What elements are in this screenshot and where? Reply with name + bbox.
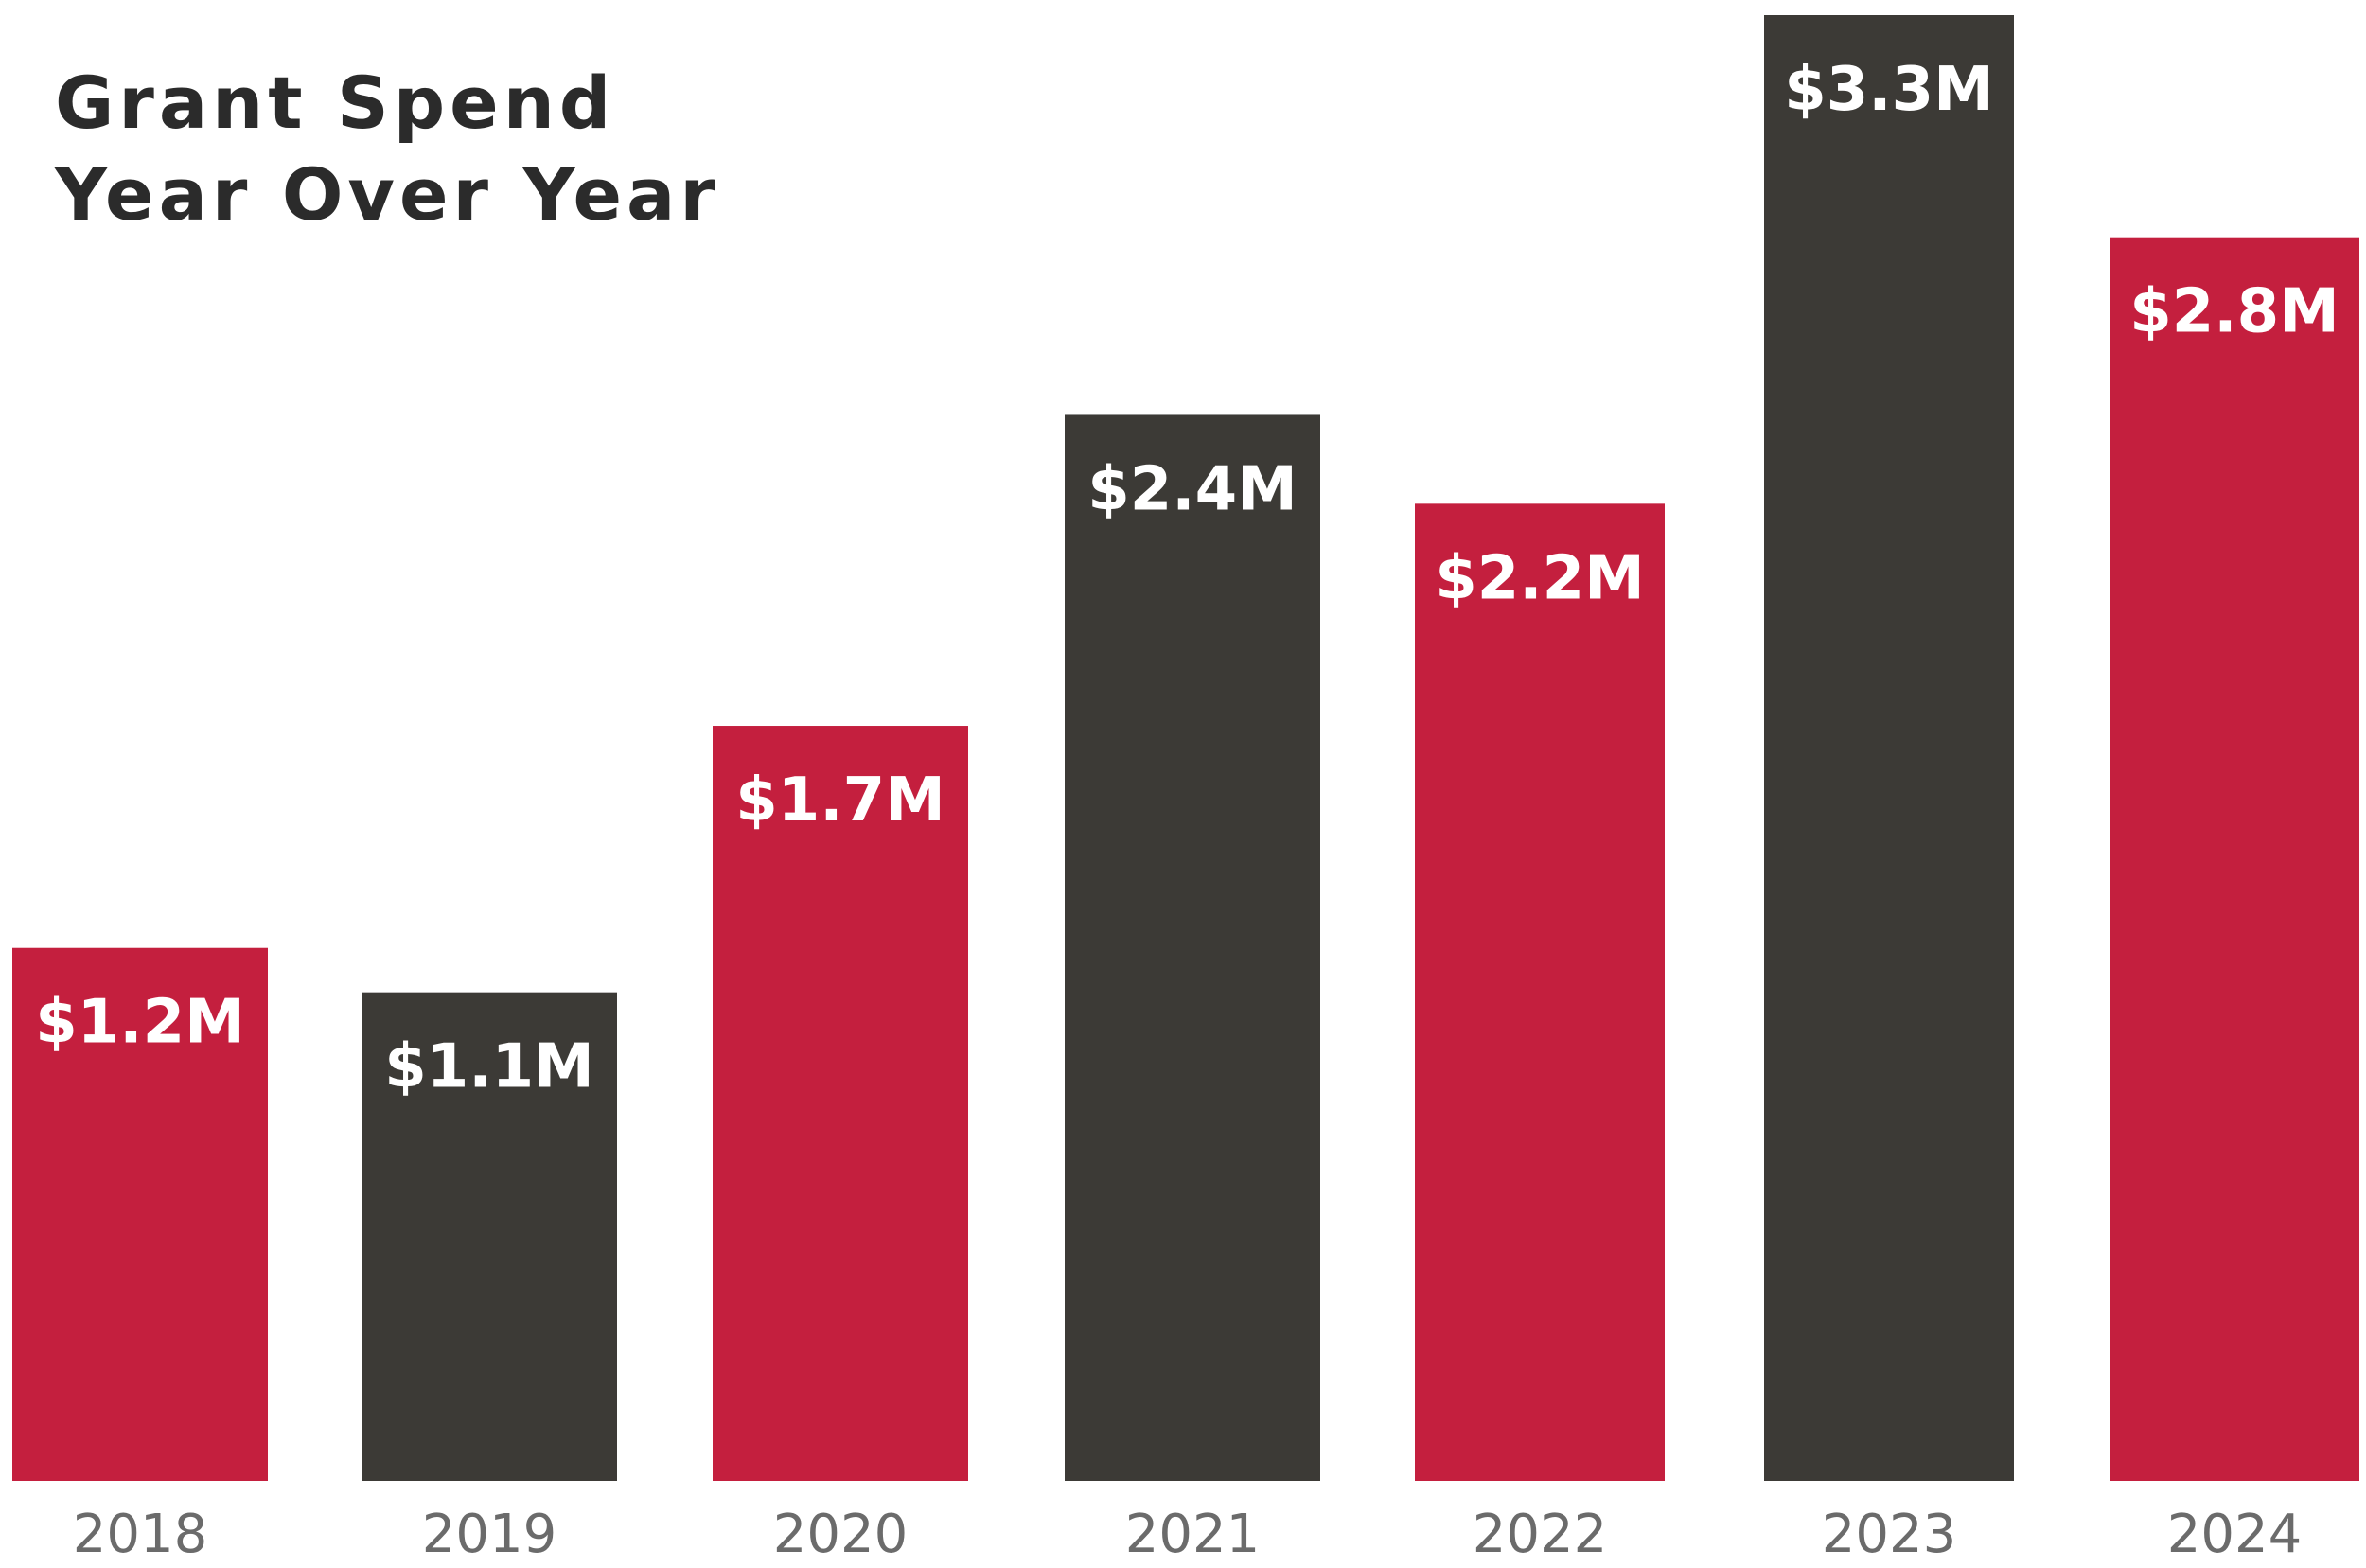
bar-2024 [2110,237,2359,1481]
data-label-2019: $1.1M [384,1032,594,1102]
x-tick-2020: 2020 [773,1504,909,1565]
data-label-2023: $3.3M [1784,55,1994,125]
data-label-2024: $2.8M [2129,277,2340,347]
x-tick-2023: 2023 [1822,1504,1957,1565]
x-tick-2024: 2024 [2167,1504,2303,1565]
data-label-2022: $2.2M [1435,543,1645,613]
data-label-2021: $2.4M [1087,454,1298,524]
data-label-2018: $1.2M [35,988,245,1058]
x-tick-2019: 2019 [422,1504,557,1565]
bar-2022 [1415,503,1665,1482]
chart-title-line-2: Year Over Year [54,152,720,237]
data-label-2020: $1.7M [735,766,945,836]
bar-2023 [1764,15,2014,1481]
chart-title-line-1: Grant Spend [55,61,615,145]
x-tick-2018: 2018 [73,1504,208,1565]
bar-2018 [12,947,268,1481]
x-tick-2022: 2022 [1473,1504,1608,1565]
bar-2021 [1065,414,1320,1481]
bar-2019 [362,992,617,1481]
bars-group [12,15,2359,1482]
data-labels-group: $1.2M $1.1M $1.7M $2.4M $2.2M $3.3M $2.8M [35,55,2340,1102]
bar-2020 [713,726,968,1481]
chart-title: Grant Spend Year Over Year [54,61,720,237]
x-tick-2021: 2021 [1125,1504,1261,1565]
x-axis-tick-labels: 2018 2019 2020 2021 2022 2023 2024 [73,1504,2303,1565]
